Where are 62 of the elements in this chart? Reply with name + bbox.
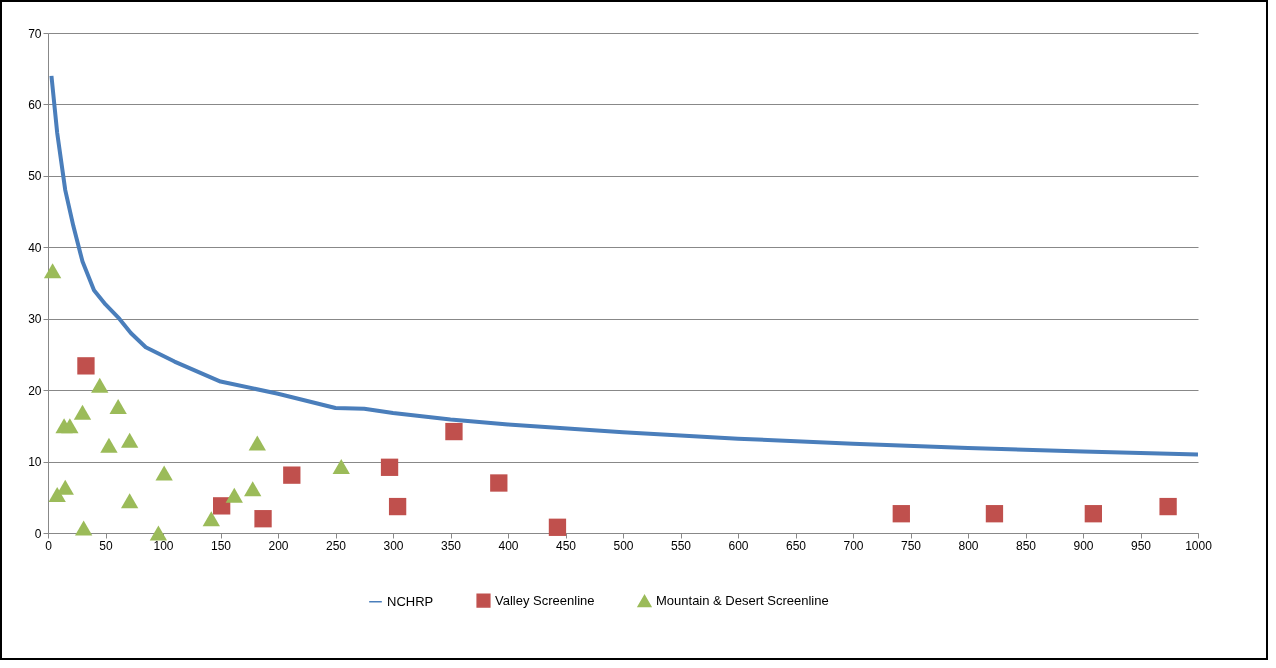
y-tick-label: 30: [28, 312, 42, 327]
point: [445, 422, 463, 441]
point: [1084, 505, 1103, 523]
point: [149, 525, 168, 541]
x-tick-label: 300: [383, 538, 404, 553]
point: [548, 518, 567, 536]
point: [120, 493, 139, 509]
legend-label: NCHRP: [387, 593, 434, 609]
x-tick-label: 100: [153, 538, 174, 553]
x-tick-label: 650: [785, 538, 807, 553]
y-tick-label: 60: [28, 97, 42, 112]
x-tick-label: 400: [498, 538, 519, 553]
point: [283, 466, 301, 484]
x-tick-label: 150: [210, 538, 232, 553]
x-tick-label: 850: [1015, 538, 1037, 553]
point: [1159, 497, 1177, 516]
point: [43, 263, 62, 279]
y-tick-label: 40: [28, 240, 42, 255]
x-tick-label: 200: [268, 538, 289, 553]
point: [155, 465, 173, 481]
point: [248, 435, 266, 451]
x-tick-label: 600: [728, 538, 749, 553]
x-tick-label: 500: [613, 538, 634, 553]
point: [254, 510, 272, 528]
x-tick-label: 750: [900, 538, 922, 553]
point: [380, 458, 399, 476]
point: [332, 459, 350, 475]
point: [892, 505, 910, 523]
x-tick-label: 50: [99, 538, 113, 553]
legend-label: Mountain & Desert Screenline: [656, 593, 829, 609]
point: [74, 520, 93, 536]
point: [77, 357, 95, 375]
point: [225, 487, 243, 503]
point: [109, 399, 127, 415]
x-tick-label: 1000: [1185, 538, 1213, 553]
y-tick-label: 10: [28, 455, 42, 470]
point: [61, 418, 79, 434]
point: [244, 481, 262, 497]
point: [202, 511, 220, 527]
y-tick-label: 50: [28, 169, 42, 184]
x-tick-label: 250: [325, 538, 347, 553]
point: [490, 474, 508, 492]
x-tick-label: 700: [843, 538, 864, 553]
point: [73, 404, 92, 420]
legend-label: Valley Screenline: [495, 592, 595, 608]
y-tick-label: 0: [34, 526, 42, 541]
y-tick-label: 70: [28, 26, 42, 41]
point: [91, 377, 109, 393]
point: [388, 497, 407, 516]
x-tick-label: 450: [555, 538, 577, 553]
point: [120, 432, 139, 448]
x-tick-label: 950: [1130, 538, 1152, 553]
x-tick-label: 350: [440, 538, 462, 553]
x-tick-label: 800: [958, 538, 979, 553]
x-tick-label: 0: [45, 538, 53, 553]
y-tick-label: 20: [28, 383, 42, 398]
point: [48, 486, 66, 502]
x-tick-label: 900: [1073, 538, 1094, 553]
x-tick-label: 550: [670, 538, 692, 553]
point: [212, 497, 231, 515]
point: [985, 505, 1004, 523]
point: [100, 437, 118, 453]
